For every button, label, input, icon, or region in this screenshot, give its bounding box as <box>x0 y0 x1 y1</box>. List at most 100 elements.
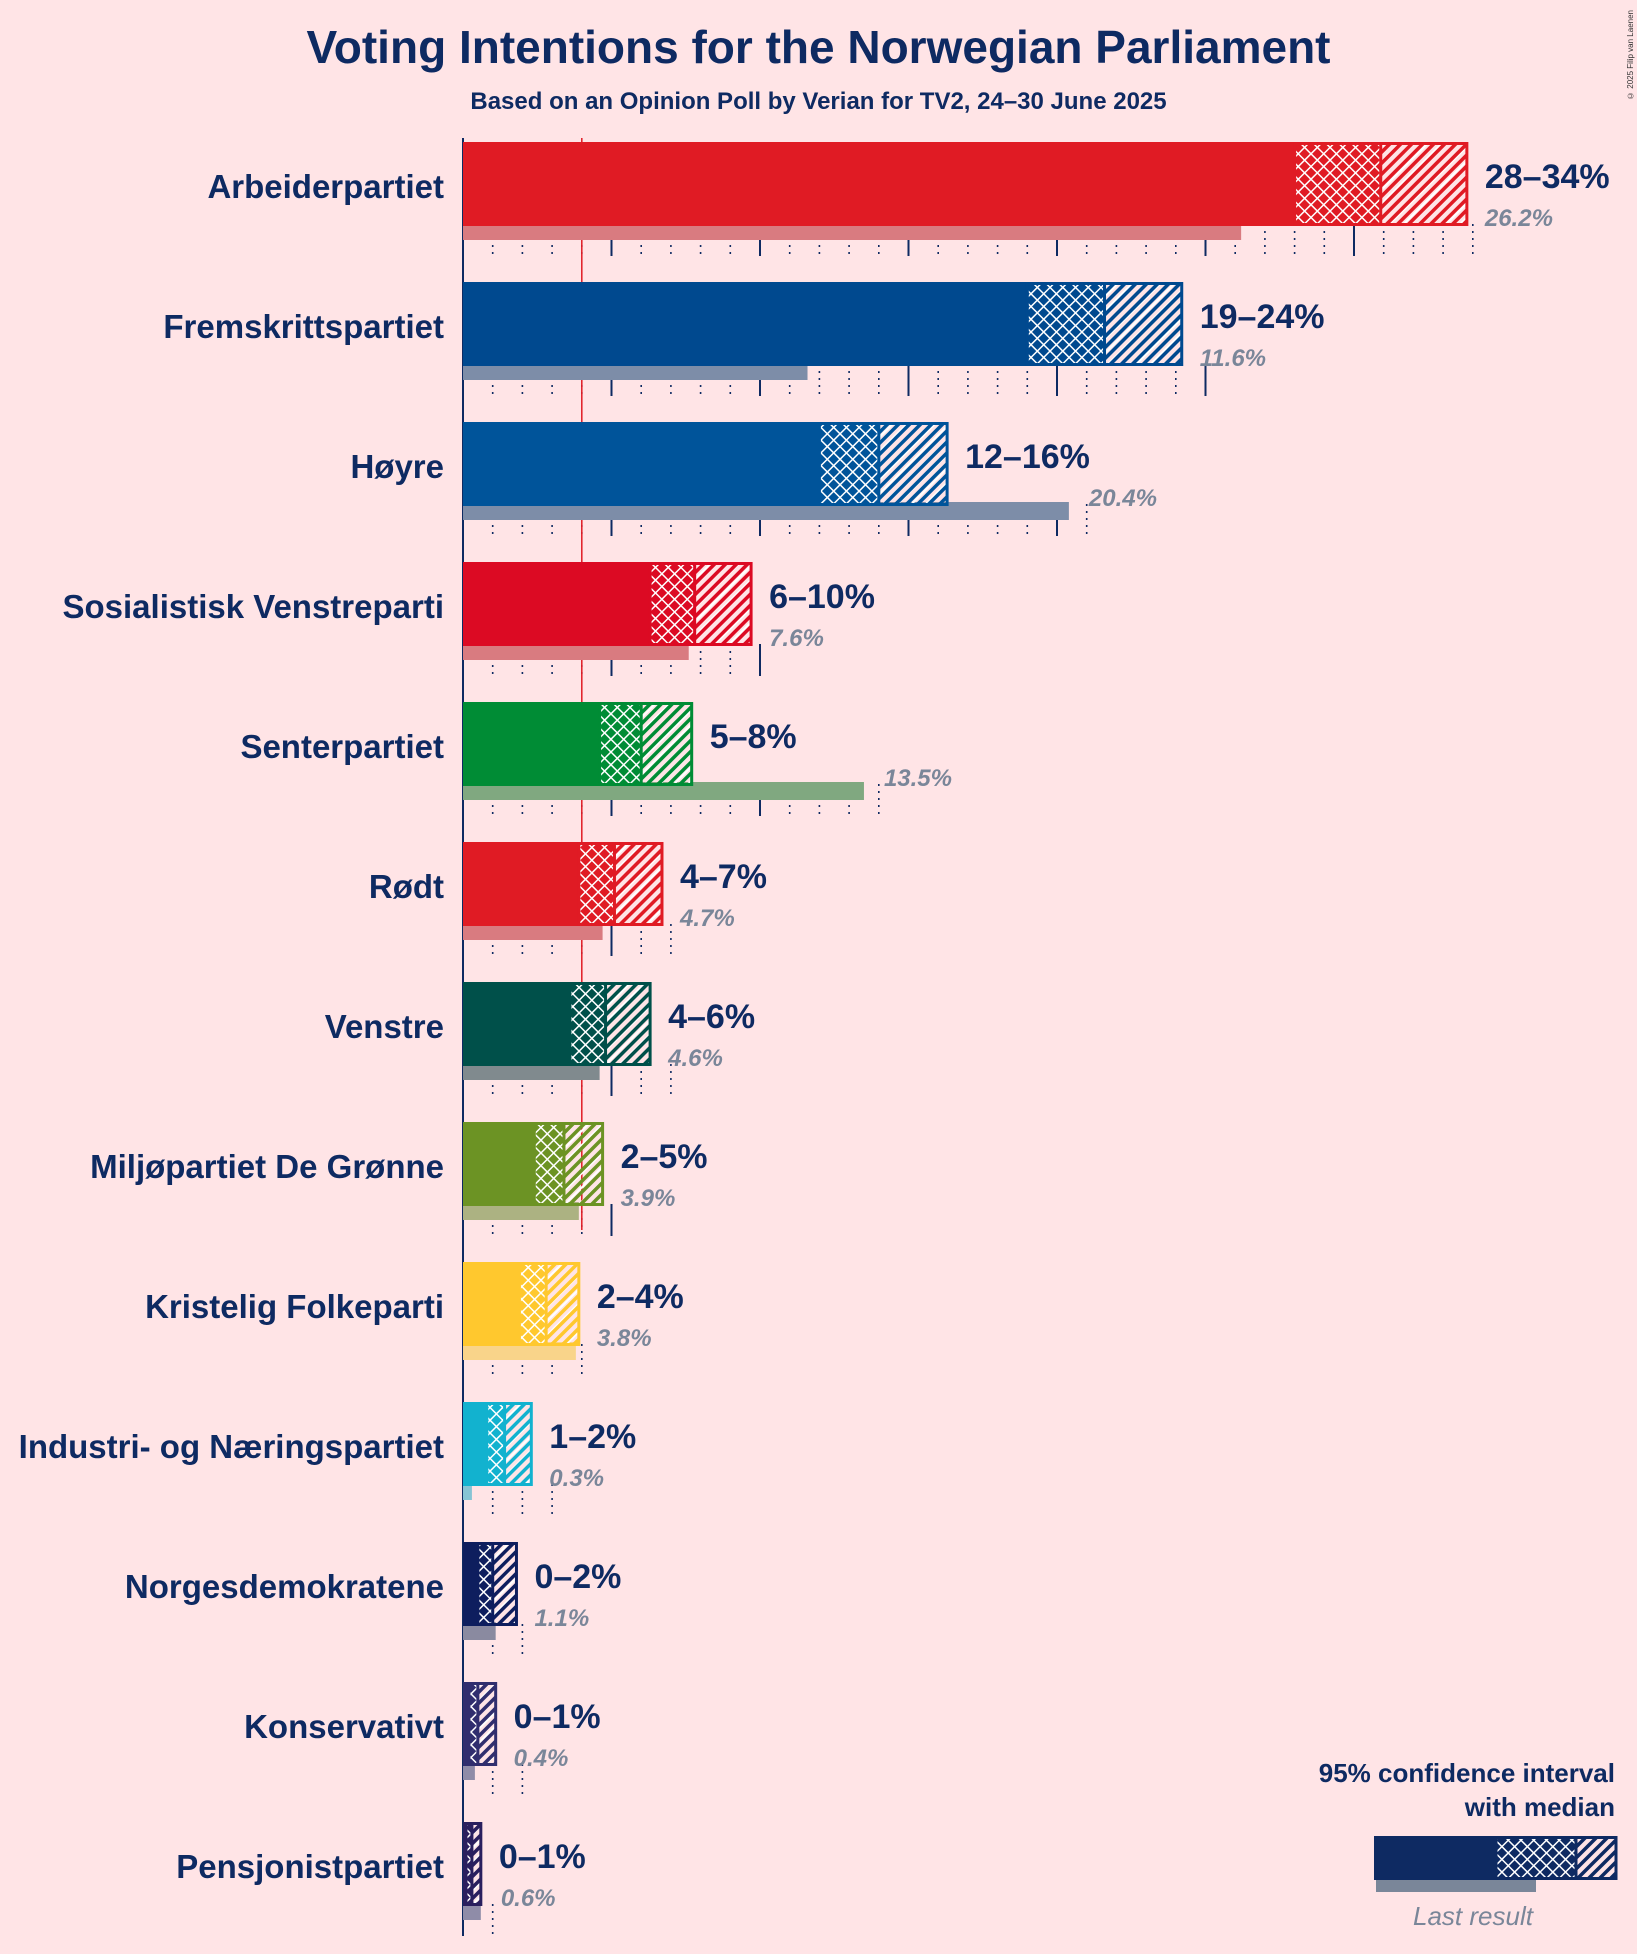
bar-ci-lower <box>599 702 642 786</box>
bar-ci-upper-stripes <box>641 702 692 786</box>
stripe-line <box>1380 142 1404 167</box>
stripe-line <box>546 1270 579 1309</box>
last-result-bar <box>463 1762 475 1780</box>
party-label: Konservativt <box>244 1708 444 1745</box>
stripe-line <box>878 422 914 458</box>
stripe-line <box>605 1000 651 1051</box>
bar-ci-upper-stripes <box>614 842 662 926</box>
bar-ci-upper-stripes <box>546 1262 579 1346</box>
last-result-bar <box>463 1062 600 1080</box>
stripe-line <box>639 902 662 926</box>
stripe-line <box>504 1405 532 1438</box>
bar-ci-outline <box>577 842 664 926</box>
stripe-line <box>1129 312 1182 366</box>
stripe-line <box>546 1303 579 1342</box>
stripe-line <box>654 748 692 786</box>
range-label: 1–2% <box>549 1418 636 1456</box>
stripe-line <box>492 1548 517 1578</box>
stripe-line <box>694 562 740 609</box>
stripe-line <box>477 1738 496 1762</box>
stripe-line <box>546 1281 579 1320</box>
legend-title-line1: 95% confidence interval <box>1319 1758 1615 1788</box>
stripe-line <box>730 624 752 646</box>
bar-solid <box>463 1262 520 1346</box>
party-label: Miljøpartiet De Grønne <box>90 1148 444 1185</box>
stripe-line <box>477 1705 496 1729</box>
stripe-line <box>708 602 752 646</box>
last-result-bar <box>463 1902 481 1920</box>
stripe-line <box>614 842 660 889</box>
stripe-line <box>492 1559 517 1589</box>
last-result-label: 1.1% <box>534 1605 589 1632</box>
last-result-label: 4.7% <box>679 905 735 932</box>
range-label: 0–1% <box>499 1838 586 1876</box>
stripe-line <box>492 1570 517 1600</box>
stripe-line <box>1107 290 1182 366</box>
last-result-label: 0.6% <box>501 1885 556 1912</box>
stripe-line <box>605 982 629 1007</box>
range-label: 2–5% <box>621 1138 708 1176</box>
stripe-line <box>577 1179 603 1206</box>
last-result-label: 7.6% <box>769 625 824 652</box>
bar-ci-outline <box>568 982 652 1066</box>
stripe-line <box>546 1262 579 1298</box>
last-result-label: 3.9% <box>621 1185 676 1212</box>
bar-solid <box>463 842 579 926</box>
bar-ci-lower <box>468 1682 478 1766</box>
chart-title: Voting Intentions for the Norwegian Parl… <box>306 21 1331 73</box>
stripe-line <box>504 1427 532 1460</box>
bar-ci-upper-stripes <box>504 1402 532 1486</box>
bar-solid <box>463 282 1028 366</box>
party-label: Høyre <box>350 448 444 485</box>
stripe-line <box>1380 142 1426 189</box>
stripe-line <box>1151 334 1182 366</box>
bar-ci-lower <box>1294 142 1381 226</box>
bar-ci-lower <box>1027 282 1105 366</box>
last-result-label: 13.5% <box>884 765 952 792</box>
stripe-line <box>1380 142 1437 200</box>
party-label: Venstre <box>325 1008 444 1045</box>
range-label: 0–2% <box>534 1558 621 1596</box>
stripe-line <box>1449 207 1467 226</box>
stripe-line <box>608 1022 651 1066</box>
stripe-line <box>719 613 752 646</box>
stripe-line <box>914 472 948 506</box>
bar-ci-outline <box>648 562 753 646</box>
stripe-line <box>1576 1837 1616 1880</box>
stripe-line <box>1596 1859 1616 1880</box>
stripe-line <box>628 891 662 926</box>
stripe-line <box>694 562 751 620</box>
last-result-bar <box>463 1622 496 1640</box>
stripe-line <box>477 1683 496 1707</box>
bar-ci-lower <box>465 1822 472 1906</box>
stripe-line <box>1118 301 1182 366</box>
bar-ci-lower <box>486 1402 505 1486</box>
range-label: 4–7% <box>680 858 767 896</box>
legend-stripes <box>1576 1836 1616 1880</box>
legend-cross <box>1496 1836 1576 1880</box>
bar-ci-outline <box>467 1682 498 1766</box>
stripe-line <box>495 1603 517 1626</box>
stripe-line <box>614 842 649 878</box>
stripe-line <box>1104 282 1172 351</box>
party-label: Pensjonistpartiet <box>176 1848 444 1885</box>
last-result-label: 26.2% <box>1484 205 1553 232</box>
stripe-line <box>507 1460 532 1486</box>
last-result-bar <box>463 922 603 940</box>
bar-ci-lower <box>477 1542 493 1626</box>
bar-solid <box>463 982 570 1066</box>
party-label: Fremskrittspartiet <box>163 308 444 345</box>
stripe-line <box>878 428 948 502</box>
bar-solid <box>463 1682 469 1766</box>
stripe-line <box>1576 1836 1589 1850</box>
legend-outline <box>1494 1836 1618 1880</box>
party-label: Norgesdemokratene <box>125 1568 444 1605</box>
stripe-line <box>878 422 947 491</box>
stripe-line <box>548 1314 579 1346</box>
stripe-line <box>1576 1836 1611 1872</box>
bar-solid <box>463 422 820 506</box>
stripe-line <box>641 704 692 760</box>
stripe-line <box>1405 163 1467 226</box>
bar-ci-outline <box>517 1262 581 1346</box>
stripe-line <box>504 1402 528 1427</box>
